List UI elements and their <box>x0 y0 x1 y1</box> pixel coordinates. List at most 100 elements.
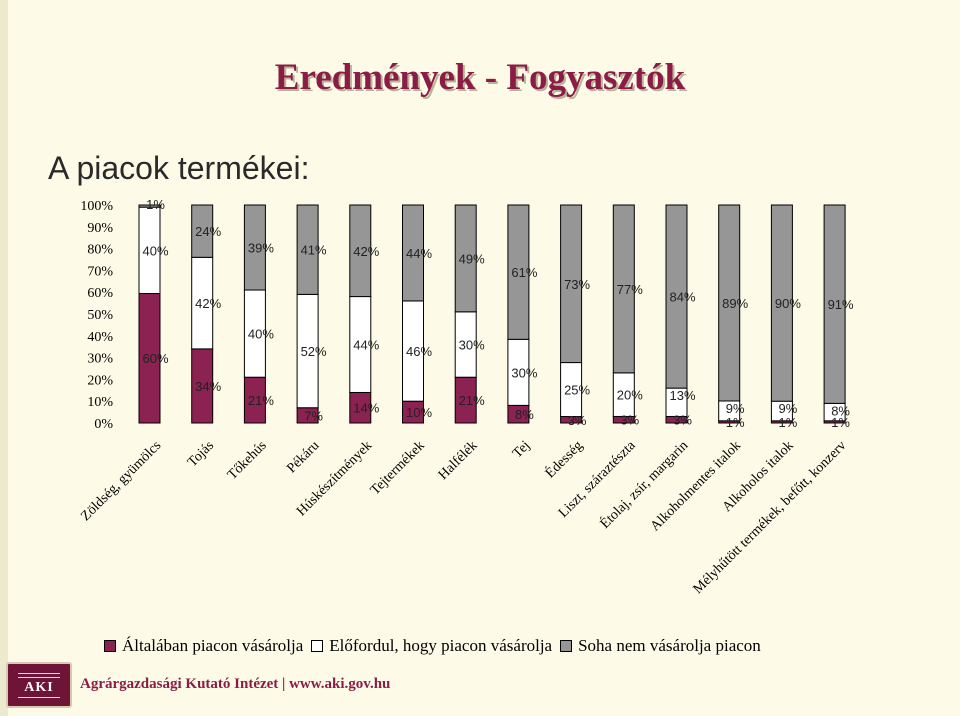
data-label-often: 1% <box>726 415 745 430</box>
data-label-never: 90% <box>775 296 801 311</box>
data-label-often: 3% <box>673 413 692 428</box>
y-axis: 0% 10% 20% 30% 40% 50% 60% 70% 80% 90% 100% <box>80 199 113 432</box>
x-category-label: Pékáru <box>284 438 322 476</box>
data-label-often: 34% <box>195 379 221 394</box>
data-label-never: 84% <box>669 290 695 305</box>
logo-line-top <box>18 673 60 674</box>
y-tick-label: 0% <box>94 417 113 432</box>
bar-segment-never <box>402 204 424 302</box>
bar-segment-never <box>191 204 214 258</box>
data-label-never: 41% <box>301 243 327 258</box>
logo-text: AKI <box>24 680 54 695</box>
data-label-sometimes: 40% <box>248 327 274 342</box>
data-label-sometimes: 25% <box>564 383 590 398</box>
data-label-sometimes: 46% <box>406 344 432 359</box>
x-category-label: Zöldség, gyümölcs <box>78 438 164 524</box>
data-label-often: 60% <box>142 351 168 366</box>
bar-segment-never <box>349 204 372 298</box>
x-category-label: Tejtermékek <box>368 438 428 498</box>
logo-line-bottom <box>18 697 60 698</box>
y-tick-label: 90% <box>87 221 113 236</box>
data-label-sometimes: 52% <box>301 344 327 359</box>
data-label-never: 44% <box>406 246 432 261</box>
aki-logo: AKI <box>6 662 72 708</box>
legend-swatch-sometimes <box>311 640 324 652</box>
data-label-often: 21% <box>459 393 485 408</box>
legend-item-sometimes: Előfordul, hogy piacon vásárolja <box>311 636 552 656</box>
bar-segment-never <box>507 204 530 340</box>
x-category-label: Tojás <box>185 438 217 470</box>
x-category-label: Halfélék <box>436 438 481 483</box>
x-category-label: Étolaj, zsír, margarin <box>596 437 691 532</box>
data-label-sometimes: 20% <box>617 388 643 403</box>
legend-item-never: Soha nem vásárolja piacon <box>560 636 761 656</box>
x-category-label: Édesség <box>541 437 585 481</box>
bar-segment-never <box>296 204 319 295</box>
legend-swatch-often <box>104 640 116 652</box>
data-label-sometimes: 44% <box>353 338 379 353</box>
data-label-often: 10% <box>406 405 432 420</box>
bar-segment-never <box>612 204 635 374</box>
data-label-sometimes: 9% <box>779 401 798 416</box>
data-label-sometimes: 13% <box>669 388 695 403</box>
y-tick-label: 100% <box>80 199 113 214</box>
y-tick-label: 60% <box>87 286 113 301</box>
y-tick-label: 80% <box>87 243 113 258</box>
footer: AKI Agrárgazdasági Kutató Intézet | www.… <box>6 660 960 716</box>
data-label-never: 49% <box>459 251 485 266</box>
y-tick-label: 40% <box>87 330 113 345</box>
bar-segment-never <box>138 204 161 208</box>
data-label-often: 3% <box>620 413 639 428</box>
legend-label-never: Soha nem vásárolja piacon <box>578 636 761 655</box>
data-label-never: 89% <box>722 296 748 311</box>
data-label-sometimes: 40% <box>142 243 168 258</box>
x-category-label: Alkoholmentes italok <box>648 438 744 534</box>
bar-segment-never <box>718 204 741 402</box>
data-label-often: 7% <box>304 408 323 423</box>
y-tick-label: 10% <box>87 395 113 410</box>
bar-segment-never <box>770 204 793 402</box>
y-tick-label: 50% <box>87 308 113 323</box>
legend-label-sometimes: Előfordul, hogy piacon vásárolja <box>329 636 553 655</box>
bar-segment-never <box>454 204 477 313</box>
x-category-label: Tőkehús <box>225 438 270 483</box>
legend-swatch-never <box>560 640 573 652</box>
footer-institute: Agrárgazdasági Kutató Intézet | www.aki.… <box>80 676 391 692</box>
data-label-never: 39% <box>248 241 274 256</box>
bar-segment-never <box>243 204 266 291</box>
data-label-sometimes: 9% <box>726 401 745 416</box>
data-label-never: 73% <box>564 277 590 292</box>
bars <box>138 204 846 424</box>
legend-item-often: Általában piacon vásárolja <box>104 636 303 656</box>
data-label-never: 1% <box>146 197 165 212</box>
y-tick-label: 30% <box>87 352 113 367</box>
data-label-often: 14% <box>353 401 379 416</box>
x-axis: Zöldség, gyümölcs Tojás Tőkehús PékáruHúské… <box>78 437 849 597</box>
data-label-never: 24% <box>195 224 221 239</box>
data-labels: 60% 40% 1% 34% 42% 24% 21% 40% 39% 7% 52% 41% 14% 44%… <box>142 197 854 430</box>
data-label-often: 1% <box>779 415 798 430</box>
data-label-sometimes: 30% <box>511 365 537 380</box>
slide-title: Eredmények - Fogyasztók <box>274 57 686 98</box>
data-label-often: 3% <box>568 413 587 428</box>
data-label-sometimes: 42% <box>195 296 221 311</box>
data-label-sometimes: 8% <box>831 403 850 418</box>
data-label-often: 21% <box>248 393 274 408</box>
bar-segment-never <box>560 204 583 364</box>
data-label-never: 42% <box>353 244 379 259</box>
data-label-never: 77% <box>617 282 643 297</box>
legend: Általában piacon vásárolja Előfordul, ho… <box>104 636 769 656</box>
data-label-often: 1% <box>831 415 850 430</box>
legend-label-often: Általában piacon vásárolja <box>122 636 304 655</box>
y-tick-label: 70% <box>87 264 113 279</box>
data-label-sometimes: 30% <box>459 338 485 353</box>
bar-segment-never <box>823 204 846 404</box>
data-label-often: 8% <box>515 407 534 422</box>
bar-segment-never <box>665 204 688 389</box>
slide-left-strip <box>0 0 8 716</box>
data-label-never: 61% <box>511 265 537 280</box>
x-category-label: Tej <box>510 438 533 461</box>
y-tick-label: 20% <box>87 373 113 388</box>
data-label-never: 91% <box>828 297 854 312</box>
